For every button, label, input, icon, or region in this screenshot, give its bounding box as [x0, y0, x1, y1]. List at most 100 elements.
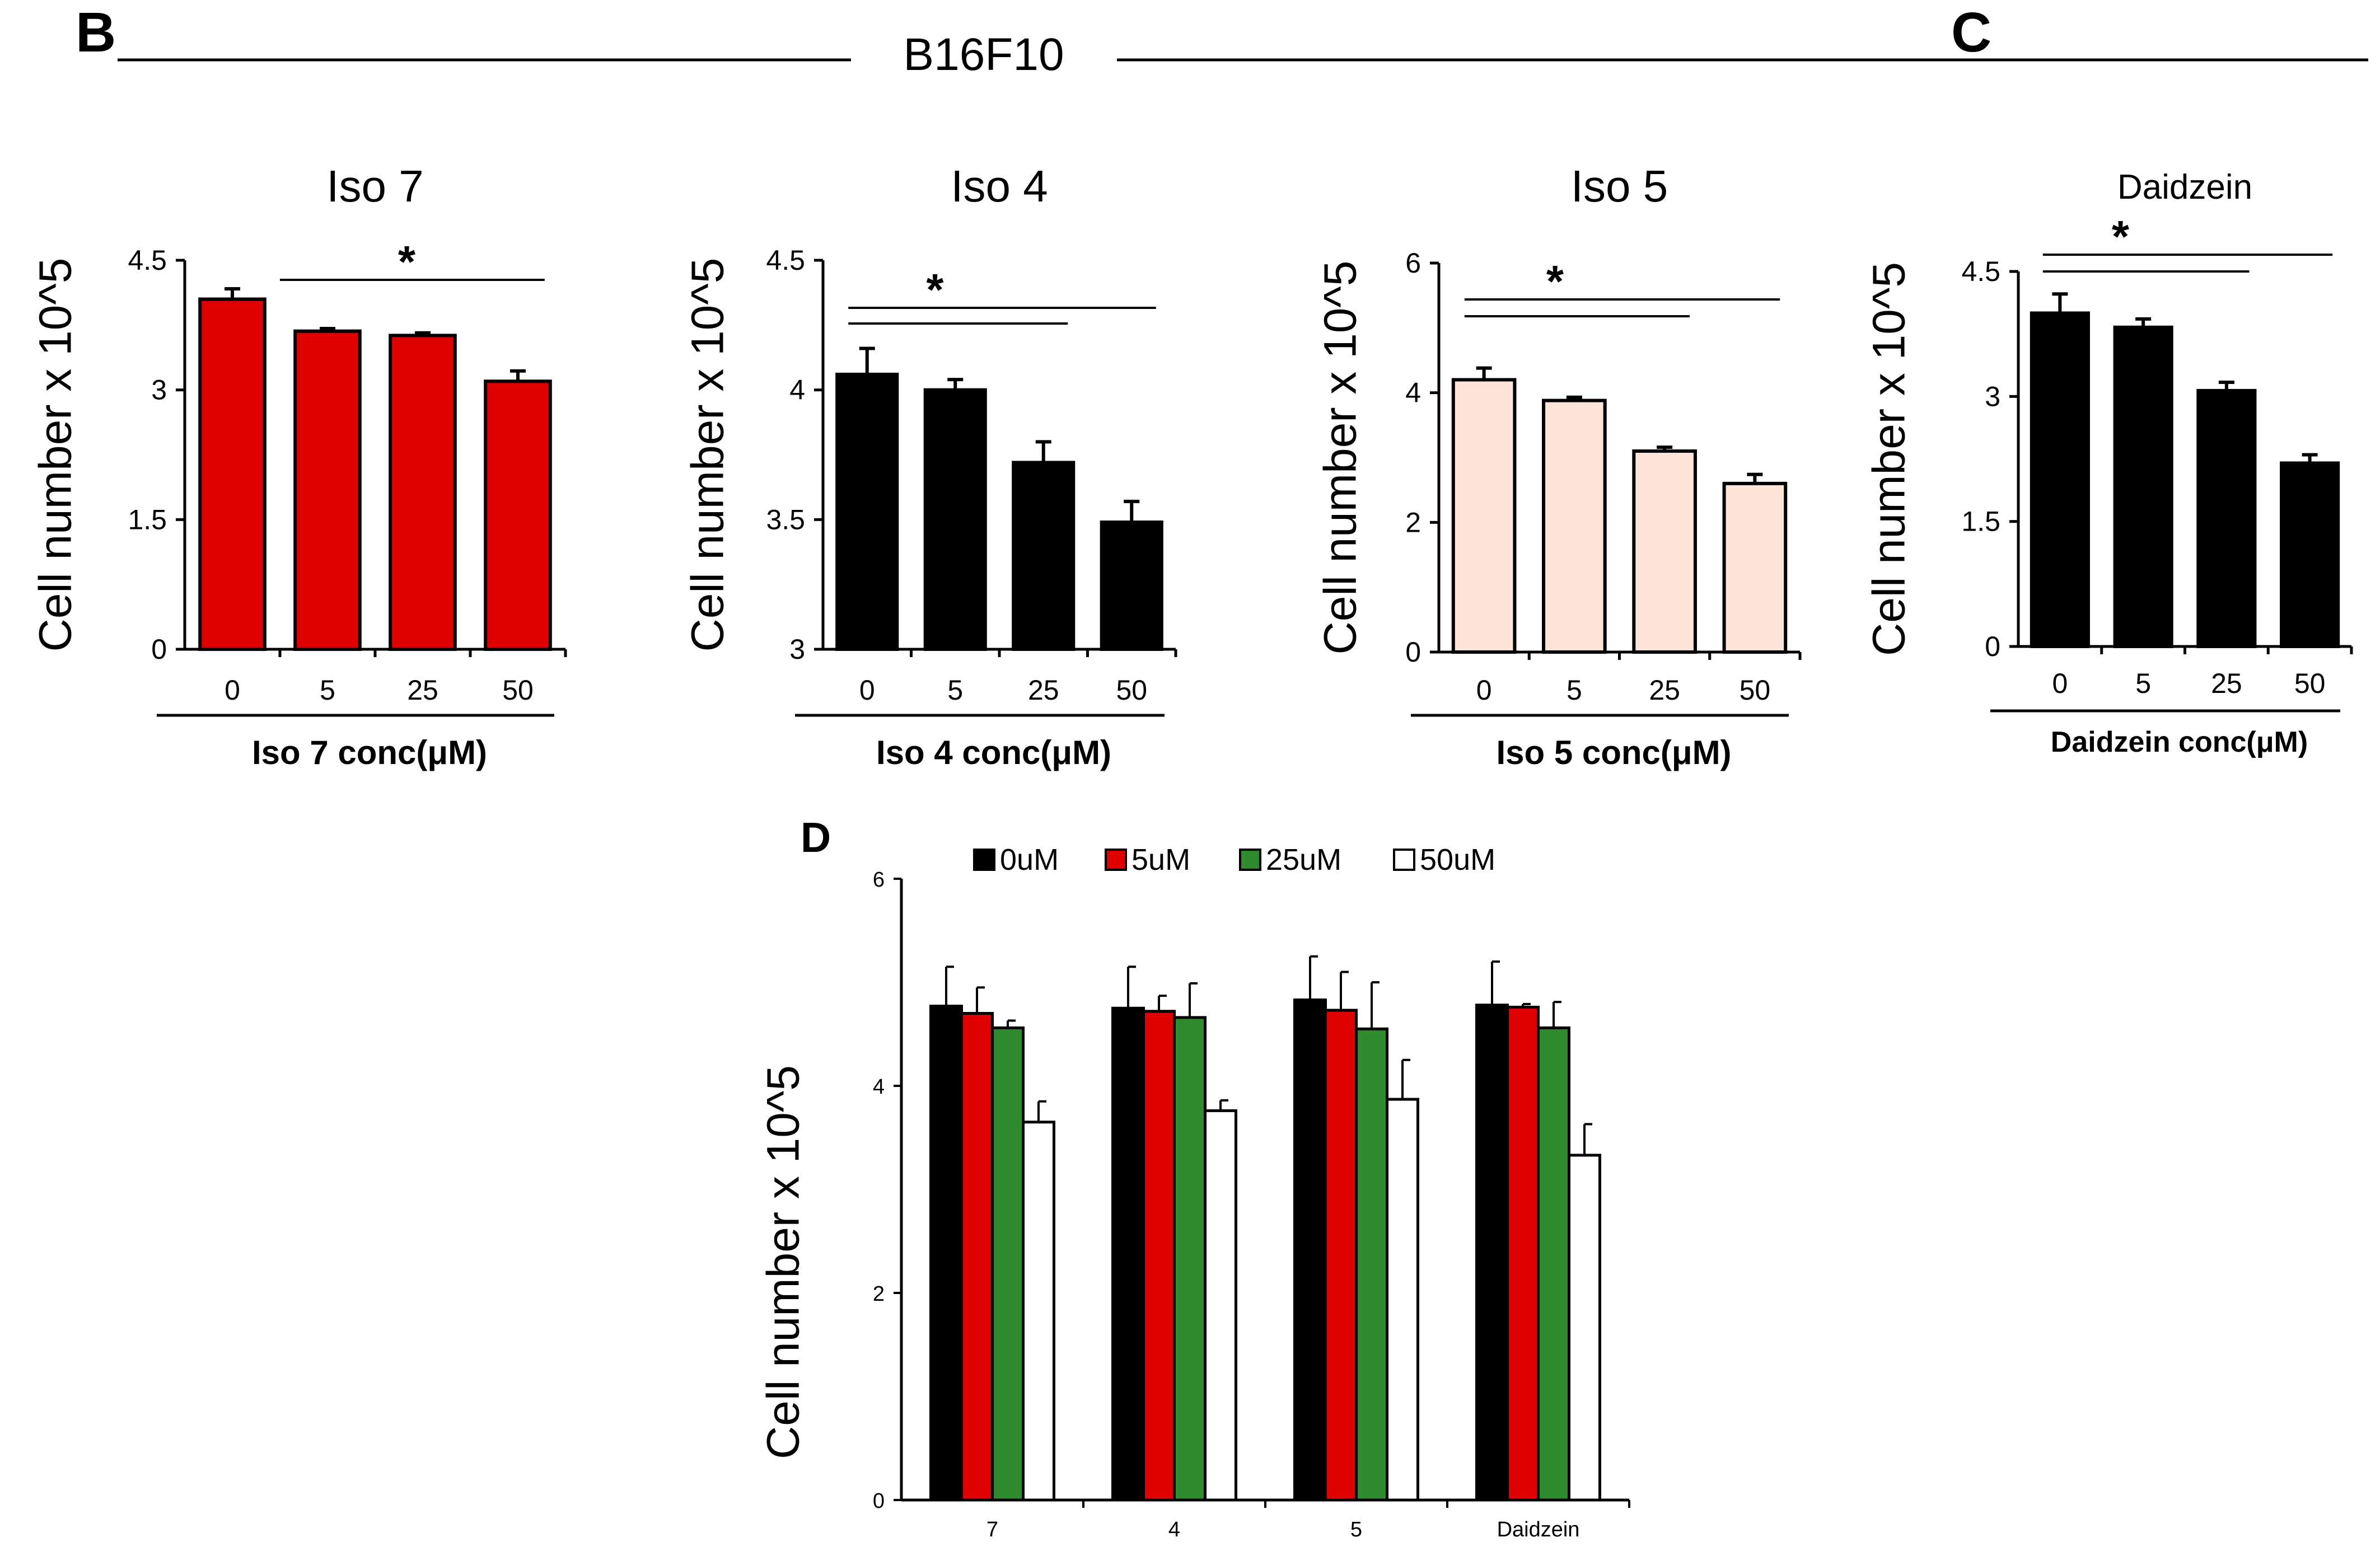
significance-star: * — [398, 237, 416, 287]
bar-0uM — [929, 1005, 963, 1502]
x-tick-label: 50 — [502, 674, 534, 706]
chart-iso5: Iso 5 Cell number x 10^5 0 2 4 6 0 5 25 50 * Iso 5 … — [1315, 161, 1802, 771]
x-axis-label: Iso 7 conc(μM) — [252, 734, 487, 771]
bar — [2280, 461, 2340, 648]
x-tick-label: 7 — [986, 1518, 998, 1541]
y-tick-label: 4.5 — [128, 245, 167, 276]
bar-50uM — [1204, 1109, 1237, 1502]
legend-swatch — [973, 849, 995, 871]
bar — [2113, 325, 2173, 648]
y-tick-label: 3 — [151, 374, 167, 406]
panel-b-letter: B — [76, 1, 116, 64]
legend-swatch — [1239, 849, 1261, 871]
x-tick-label: 0 — [859, 674, 875, 706]
x-tick-label: 25 — [2211, 668, 2242, 699]
bar-0uM — [1111, 1006, 1145, 1502]
y-axis-label: Cell number x 10^5 — [30, 258, 81, 652]
bar — [198, 297, 266, 651]
x-tick-label: 25 — [1028, 674, 1059, 706]
y-tick-label: 4 — [789, 374, 805, 406]
x-tick-label: 50 — [1116, 674, 1147, 706]
y-axis-label: Cell number x 10^5 — [758, 1065, 809, 1459]
y-tick-label: 2 — [1405, 507, 1421, 538]
legend-label: 5uM — [1131, 843, 1190, 877]
bar-5uM — [1142, 1010, 1176, 1502]
y-tick-label: 2 — [873, 1282, 885, 1306]
y-tick-label: 3.5 — [766, 504, 805, 535]
y-tick-label: 1.5 — [1961, 506, 2000, 537]
x-tick-label: Daidzein — [1497, 1518, 1580, 1541]
bar-25uM — [1537, 1026, 1570, 1502]
y-tick-label: 4 — [873, 1075, 885, 1099]
x-tick-label: 5 — [1567, 674, 1582, 706]
x-axis-label: Iso 4 conc(μM) — [876, 734, 1111, 771]
bar — [1100, 520, 1163, 652]
panel-c-letter: C — [1951, 1, 1991, 64]
bar — [1722, 481, 1788, 654]
significance-star: * — [926, 265, 944, 315]
x-tick-label: 5 — [2135, 668, 2151, 699]
x-tick-label: 0 — [1476, 674, 1492, 706]
bar — [835, 372, 899, 651]
y-tick-label: 6 — [1405, 247, 1421, 279]
bar-5uM — [960, 1012, 994, 1502]
bar-50uM — [1386, 1098, 1419, 1502]
chart-title: Iso 7 — [326, 161, 423, 211]
bar — [1012, 461, 1076, 652]
bar — [1542, 399, 1607, 654]
bar-25uM — [1355, 1027, 1388, 1502]
y-tick-label: 3 — [1985, 381, 2000, 412]
x-axis-label: Iso 5 conc(μM) — [1496, 734, 1731, 771]
bar — [389, 334, 457, 651]
y-tick-label: 0 — [1405, 636, 1421, 668]
chart-grouped: 0 2 4 6 Cell number x 10^5 7 4 5 Daidzein 0uM 5uM 2… — [758, 843, 1630, 1541]
y-tick-label: 3 — [789, 634, 805, 665]
cell-line-title: B16F10 — [903, 29, 1064, 80]
bar — [2196, 388, 2257, 649]
bar-5uM — [1506, 1005, 1540, 1502]
bar-25uM — [1173, 1016, 1207, 1502]
legend-label: 50uM — [1420, 843, 1495, 877]
y-tick-label: 0 — [873, 1489, 885, 1513]
x-tick-label: 5 — [947, 674, 963, 706]
bar-5uM — [1324, 1009, 1358, 1502]
x-tick-label: 50 — [1740, 674, 1771, 706]
bar — [2030, 311, 2090, 648]
chart-title: Iso 5 — [1571, 161, 1668, 211]
bar-25uM — [991, 1026, 1025, 1502]
chart-iso7: Iso 7 Cell number x 10^5 0 1.5 3 4.5 0 5 25 50 * Is… — [30, 161, 567, 771]
y-tick-label: 6 — [873, 868, 885, 892]
x-tick-label: 25 — [407, 674, 438, 706]
panel-d-letter: D — [801, 814, 831, 861]
x-tick-label: 5 — [1350, 1518, 1362, 1541]
legend-swatch — [1393, 849, 1415, 871]
y-tick-label: 4 — [1405, 377, 1421, 409]
y-axis-label: Cell number x 10^5 — [682, 258, 733, 652]
y-axis-label: Cell number x 10^5 — [1864, 262, 1915, 656]
bar — [923, 388, 987, 652]
bar — [1632, 449, 1697, 654]
significance-star: * — [1546, 256, 1564, 306]
chart-iso4: Iso 4 Cell number x 10^5 3 3.5 4 4.5 0 5 25 50 * Is… — [682, 161, 1177, 771]
x-tick-label: 50 — [2294, 668, 2326, 699]
chart-daidzein: Daidzein Cell number x 10^5 0 1.5 3 4.5 0 5 25 50… — [1864, 168, 2353, 758]
legend-label: 25uM — [1266, 843, 1341, 877]
bar — [484, 379, 552, 651]
bar-50uM — [1568, 1154, 1601, 1502]
chart-title: Iso 4 — [951, 161, 1048, 211]
x-tick-label: 25 — [1649, 674, 1680, 706]
legend-swatch — [1105, 849, 1127, 871]
y-tick-label: 0 — [151, 634, 167, 665]
chart-title: Daidzein — [2117, 168, 2252, 207]
bar-0uM — [1475, 1004, 1509, 1502]
bar — [293, 329, 362, 651]
y-tick-label: 0 — [1985, 631, 2000, 662]
bar — [1451, 378, 1517, 654]
x-tick-label: 0 — [2052, 668, 2068, 699]
x-tick-label: 0 — [225, 674, 240, 706]
y-tick-label: 4.5 — [1961, 256, 2000, 287]
significance-star: * — [2112, 212, 2130, 261]
x-tick-label: 5 — [320, 674, 335, 706]
x-axis-label: Daidzein conc(μM) — [2051, 726, 2308, 758]
